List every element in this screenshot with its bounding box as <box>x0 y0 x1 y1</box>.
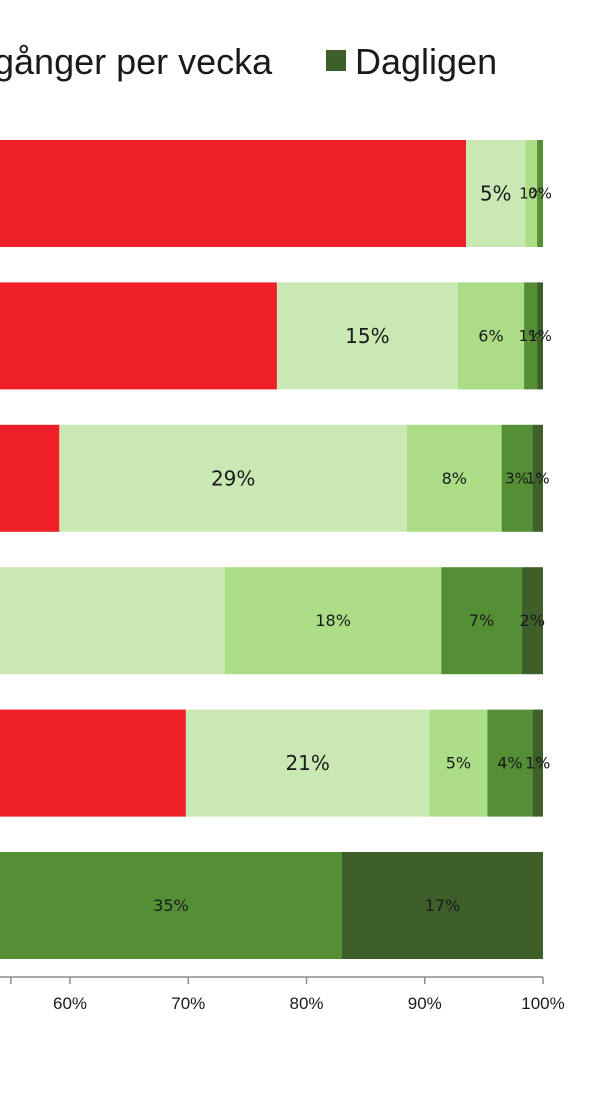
x-tick-label: 100% <box>521 994 564 1013</box>
bar-segment <box>441 567 522 675</box>
bar-segment <box>525 140 538 247</box>
bar-rows: 5% 1%0%15% 6% 1%1%29% 8% 3%1%18% 7% 2%21% 5% 4% 1%… <box>0 140 552 959</box>
bar-segment <box>0 140 467 247</box>
bar-segment <box>0 852 342 959</box>
bar-segment <box>487 709 533 817</box>
data-label: 4% <box>497 754 522 773</box>
bar-segment <box>276 282 458 390</box>
data-label: 15% <box>345 324 389 348</box>
bar-segment <box>0 282 277 390</box>
chart-legend: gånger per vecka Dagligen <box>0 41 497 82</box>
bar-segment <box>429 709 488 817</box>
bar-segment <box>0 567 225 675</box>
data-label: 0% <box>528 185 552 203</box>
data-label: 6% <box>478 326 503 345</box>
x-tick-label: 90% <box>408 994 442 1013</box>
bar-segment <box>521 567 543 675</box>
bar-row-6: 35% 17% <box>0 852 543 959</box>
data-label: 2% <box>520 611 545 630</box>
bar-segment <box>185 709 430 817</box>
data-label: 35% <box>153 896 189 915</box>
data-label: 18% <box>315 611 351 630</box>
data-label: 1% <box>528 327 552 345</box>
bar-segment <box>457 282 525 390</box>
bar-row-1: 5% 1%0% <box>0 140 552 247</box>
bar-segment <box>59 424 408 532</box>
data-label: 17% <box>425 896 461 915</box>
x-axis-ticks: 60% 70% 80% 90% 100% <box>10 977 565 1013</box>
bar-segment <box>0 709 186 817</box>
bar-row-2: 15% 6% 1%1% <box>0 282 552 390</box>
bar-segment <box>524 282 538 390</box>
bar-segment <box>532 709 543 817</box>
data-label: 5% <box>446 754 471 773</box>
bar-row-5: 21% 5% 4% 1% <box>0 709 550 817</box>
bar-segment <box>537 140 543 247</box>
legend-label-ganger-per-vecka: gånger per vecka <box>0 41 273 82</box>
data-label: 7% <box>469 611 494 630</box>
bar-segment <box>341 852 543 959</box>
legend-swatch-dagligen <box>326 50 346 71</box>
data-label: 1% <box>525 754 550 773</box>
x-tick-label: 60% <box>53 994 87 1013</box>
x-axis: 60% 70% 80% 90% 100% <box>0 976 565 1013</box>
bar-segment <box>532 424 543 532</box>
bar-row-3: 29% 8% 3%1% <box>0 424 550 532</box>
bar-segment <box>0 424 60 532</box>
bar-segment <box>501 424 533 532</box>
bar-row-4: 18% 7% 2% <box>0 567 545 675</box>
legend-label-dagligen: Dagligen <box>355 41 497 82</box>
data-label: 5% <box>480 182 512 206</box>
data-label: 29% <box>211 466 255 490</box>
data-label: 21% <box>285 751 329 775</box>
data-label: 1% <box>526 469 550 487</box>
data-label: 1% <box>519 327 543 345</box>
x-tick-label: 80% <box>289 994 323 1013</box>
bar-segment <box>466 140 526 247</box>
data-label: 3% <box>505 469 529 487</box>
bar-segment <box>407 424 502 532</box>
bar-segment <box>537 282 543 390</box>
x-tick-label: 70% <box>171 994 205 1013</box>
data-label: 8% <box>442 469 467 488</box>
bar-segment <box>224 567 442 675</box>
